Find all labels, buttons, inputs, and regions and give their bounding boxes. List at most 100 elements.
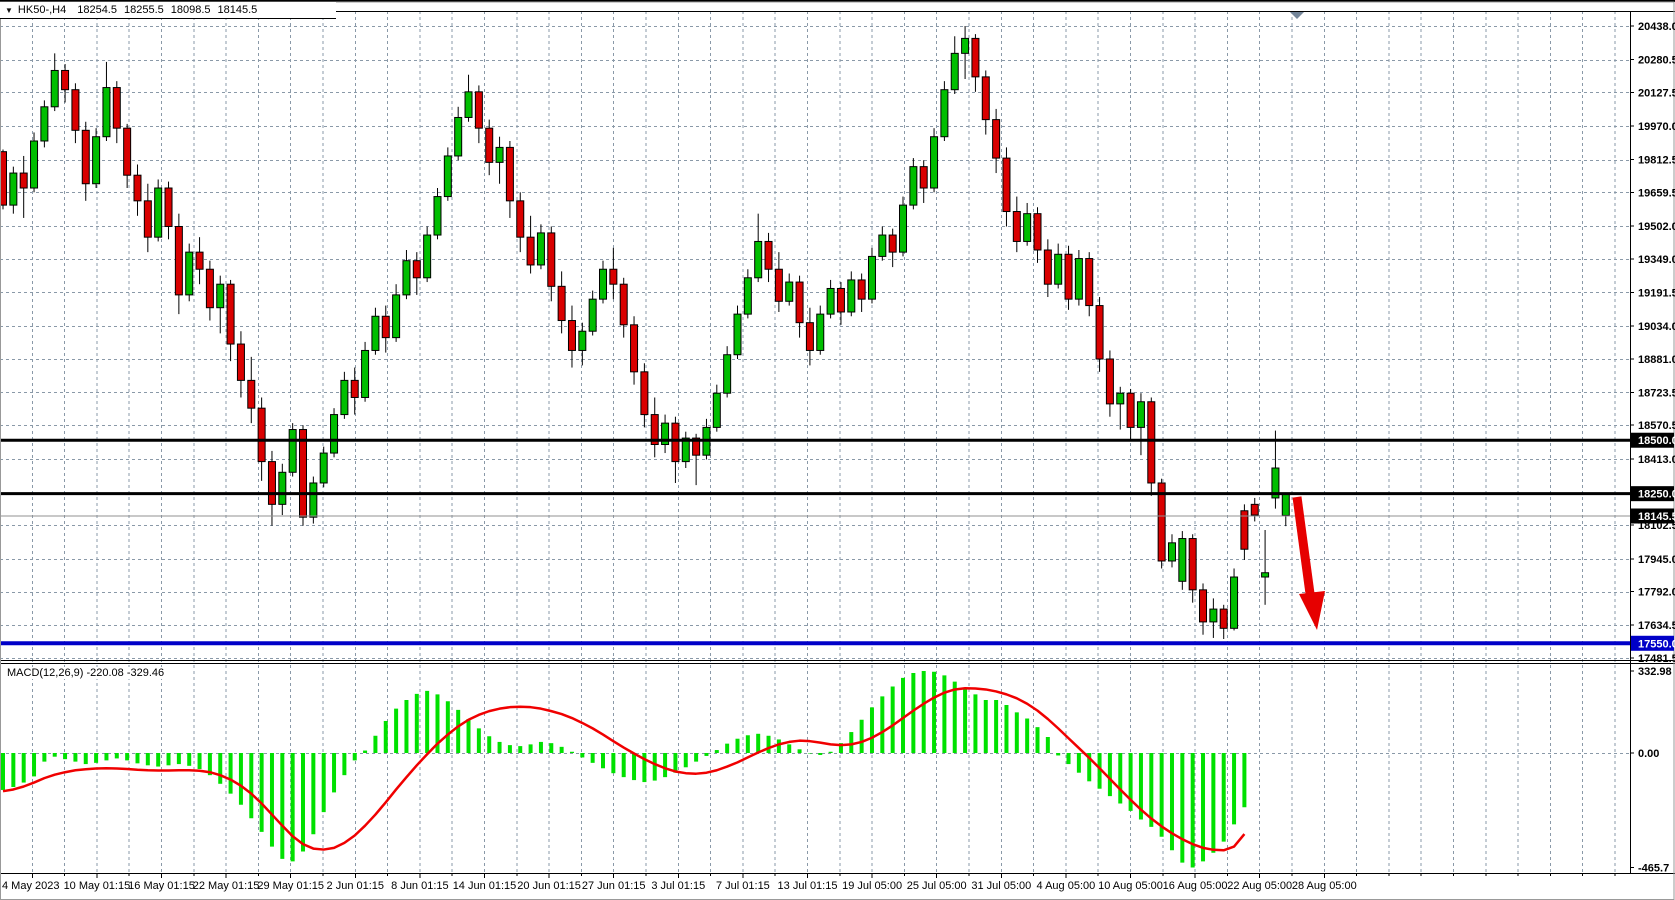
annotation-arrow[interactable] xyxy=(1292,496,1325,630)
candle-body xyxy=(588,298,597,332)
svg-text:19034.0: 19034.0 xyxy=(1638,321,1675,333)
candle-body xyxy=(888,234,897,253)
svg-text:10 Aug 05:00: 10 Aug 05:00 xyxy=(1098,880,1163,892)
svg-text:16 Aug 05:00: 16 Aug 05:00 xyxy=(1163,880,1228,892)
candle-body xyxy=(1105,358,1114,405)
svg-text:7 Jul 01:15: 7 Jul 01:15 xyxy=(716,880,770,892)
candle-body xyxy=(692,437,701,456)
candle-body xyxy=(299,429,308,518)
svg-text:25 Jul 05:00: 25 Jul 05:00 xyxy=(907,880,967,892)
symbol-dropdown-icon[interactable]: ▼ xyxy=(5,5,13,15)
svg-text:22 Aug 05:00: 22 Aug 05:00 xyxy=(1227,880,1292,892)
candle-body xyxy=(257,407,266,463)
candle-body xyxy=(630,324,639,373)
candle-body xyxy=(1126,392,1135,428)
candle-body xyxy=(485,127,494,163)
svg-text:10 May 01:15: 10 May 01:15 xyxy=(64,880,131,892)
candle-body xyxy=(1230,576,1239,629)
candle-body xyxy=(785,281,794,302)
macd-axis: 332.98 0.00 -465.7 xyxy=(1630,666,1672,875)
candle-body xyxy=(961,37,970,54)
svg-text:4 Aug 05:00: 4 Aug 05:00 xyxy=(1037,880,1096,892)
candle-body xyxy=(133,174,142,202)
svg-text:4 May 2023: 4 May 2023 xyxy=(2,880,59,892)
candle-body xyxy=(878,234,887,257)
candle-body xyxy=(1178,538,1187,582)
candle-body xyxy=(319,452,328,484)
candle-body xyxy=(867,255,876,300)
candle-body xyxy=(847,279,856,313)
svg-text:18881.0: 18881.0 xyxy=(1638,354,1675,366)
candle-body xyxy=(971,37,980,78)
candle-body xyxy=(454,116,463,157)
candle-body xyxy=(536,232,545,266)
candle-body xyxy=(899,204,908,253)
candle-body xyxy=(474,91,483,129)
candle-body xyxy=(836,287,845,313)
svg-text:22 May 01:15: 22 May 01:15 xyxy=(193,880,260,892)
svg-text:20127.5: 20127.5 xyxy=(1638,87,1675,99)
candle-body xyxy=(1012,211,1021,242)
candle-body xyxy=(123,127,132,176)
candle-body xyxy=(19,172,28,189)
candle-body xyxy=(1074,258,1083,300)
candle-body xyxy=(516,200,525,238)
svg-text:20 Jun 01:15: 20 Jun 01:15 xyxy=(517,880,581,892)
candle-body xyxy=(164,187,173,227)
candle-body xyxy=(526,236,535,266)
svg-text:17634.5: 17634.5 xyxy=(1638,620,1675,632)
candle-body xyxy=(567,320,576,351)
candle-body xyxy=(754,240,763,279)
symbol-timeframe-label: HK50-,H4 xyxy=(17,4,67,16)
candle-body xyxy=(350,379,359,398)
svg-text:19659.5: 19659.5 xyxy=(1638,187,1675,199)
candle-body xyxy=(236,343,245,381)
candle-body xyxy=(723,354,732,394)
arrow-head xyxy=(1299,591,1325,630)
candle-body xyxy=(1209,608,1218,623)
candle-body xyxy=(443,155,452,198)
candle-body xyxy=(30,140,39,189)
svg-text:332.98: 332.98 xyxy=(1638,666,1672,678)
candle-body xyxy=(1188,538,1197,591)
svg-text:17481.5: 17481.5 xyxy=(1638,653,1675,665)
candle-body xyxy=(423,234,432,279)
candle-body xyxy=(92,136,101,185)
candle-body xyxy=(764,240,773,270)
candle-body xyxy=(1199,589,1208,623)
candle-body xyxy=(1167,542,1176,562)
svg-text:18723.5: 18723.5 xyxy=(1638,387,1675,399)
candle-body xyxy=(433,196,442,236)
price-level-lines xyxy=(0,438,1630,646)
candle-body xyxy=(640,371,649,416)
macd-indicator-label: MACD(12,26,9) -220.08 -329.46 xyxy=(7,667,170,679)
candlesticks xyxy=(0,26,1290,640)
candle-body xyxy=(381,315,390,339)
svg-text:3 Jul 01:15: 3 Jul 01:15 xyxy=(651,880,705,892)
price-axis: 20438.0 20280.5 20127.5 19970.0 19812.5 19659… xyxy=(1630,21,1675,665)
ohlc-high-value: 18255.5 xyxy=(123,4,164,16)
ohlc-close-value: 18145.5 xyxy=(217,4,258,16)
svg-text:20438.0: 20438.0 xyxy=(1638,21,1675,33)
candle-body xyxy=(112,87,121,129)
candle-body xyxy=(578,330,587,351)
candle-body xyxy=(0,151,7,206)
arrow-shaft xyxy=(1292,496,1316,602)
candle-body xyxy=(733,313,742,356)
candle-body xyxy=(330,414,339,454)
candle-body xyxy=(940,89,949,138)
candle-body xyxy=(195,251,204,270)
candle-body xyxy=(71,89,80,131)
candle-body xyxy=(1250,503,1259,516)
candle-body xyxy=(671,422,680,463)
svg-text:-465.7: -465.7 xyxy=(1638,863,1669,875)
candle-body xyxy=(1147,401,1156,484)
candle-body xyxy=(909,166,918,206)
svg-text:20280.5: 20280.5 xyxy=(1638,55,1675,67)
candle-body xyxy=(61,69,70,91)
candle-body xyxy=(247,379,256,409)
candle-body xyxy=(278,471,287,505)
candle-body xyxy=(661,422,670,446)
